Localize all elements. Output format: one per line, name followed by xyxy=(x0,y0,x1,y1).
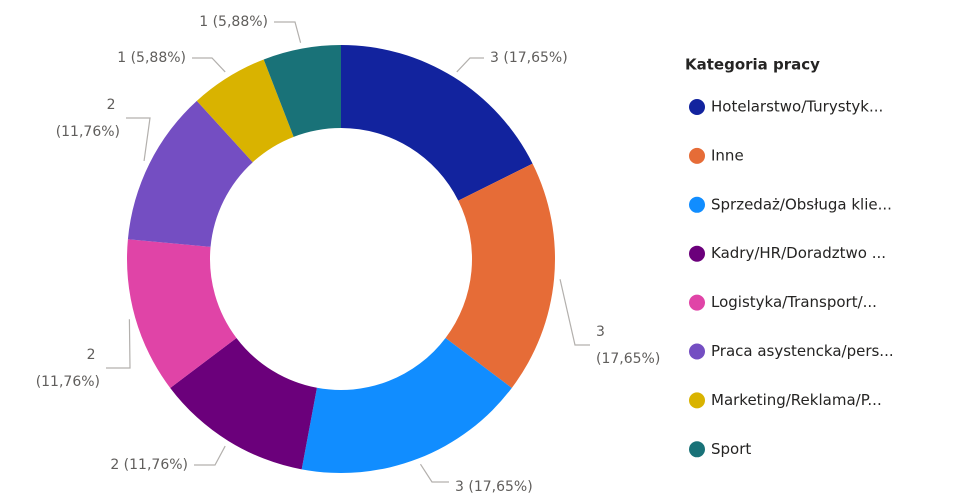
legend-marker xyxy=(689,441,705,458)
legend-marker xyxy=(689,294,705,311)
donut-slice xyxy=(127,100,253,247)
legend-label: Sprzedaż/Obsługa klie... xyxy=(711,195,892,213)
data-label-line: 2 xyxy=(107,97,120,113)
data-label: 2 (11,76%) xyxy=(36,347,100,390)
leader-line xyxy=(559,279,590,346)
data-label: 1 (5,88%) xyxy=(117,50,186,66)
donut-slice xyxy=(301,337,512,473)
legend-label: Praca asystencka/pers... xyxy=(711,342,894,360)
donut-slice xyxy=(196,59,294,163)
data-label-line: 2 xyxy=(87,347,100,363)
leader-line xyxy=(192,57,226,73)
data-label-line: (11,76%) xyxy=(56,124,120,140)
data-label: 3 (17,65%) xyxy=(455,479,533,494)
legend-marker xyxy=(689,147,705,164)
leader-line xyxy=(106,319,131,369)
leader-line xyxy=(194,445,226,466)
legend-label: Inne xyxy=(711,146,744,164)
data-label: 3 (17,65%) xyxy=(490,50,568,66)
data-label: 2 (11,76%) xyxy=(56,97,120,140)
data-label: 1 (5,88%) xyxy=(199,14,268,30)
legend-label: Logistyka/Transport/... xyxy=(711,293,877,311)
leader-line xyxy=(274,21,302,43)
data-label-line: 3 xyxy=(596,324,609,340)
data-label-line: (17,65%) xyxy=(596,351,660,367)
legend-marker xyxy=(689,392,705,409)
legend-marker xyxy=(689,343,705,360)
legend-marker xyxy=(689,245,705,262)
data-label-line: (11,76%) xyxy=(36,374,100,390)
legend-label: Sport xyxy=(711,440,751,458)
legend-marker xyxy=(689,196,705,213)
legend-label: Hotelarstwo/Turystyk... xyxy=(711,98,883,116)
donut-slice xyxy=(445,163,555,388)
legend-label: Marketing/Reklama/P... xyxy=(711,391,882,409)
leader-line xyxy=(419,463,449,483)
legend-title: Kategoria pracy xyxy=(685,56,820,74)
donut-slice xyxy=(170,337,317,470)
donut-slice xyxy=(127,239,237,388)
donut-slice xyxy=(341,45,533,201)
donut-slice xyxy=(263,45,341,137)
leader-line xyxy=(456,57,484,73)
legend-label: Kadry/HR/Doradztwo ... xyxy=(711,244,886,262)
leader-line xyxy=(126,117,151,162)
data-label: 2 (11,76%) xyxy=(110,457,188,473)
legend-marker xyxy=(689,99,705,115)
data-label: 3 (17,65%) xyxy=(596,324,660,367)
